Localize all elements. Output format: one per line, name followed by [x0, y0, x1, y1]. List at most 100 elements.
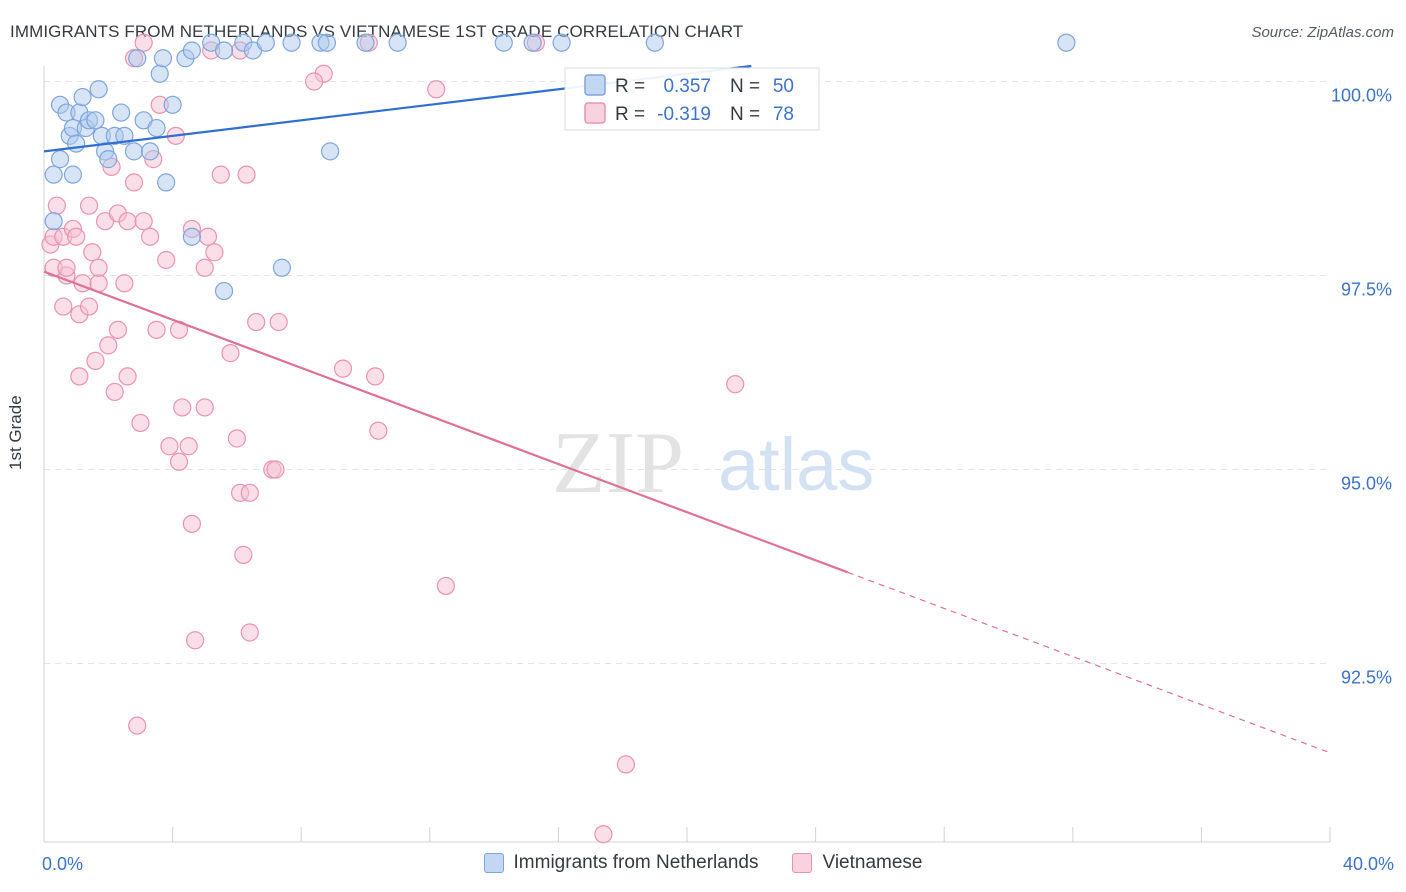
- legend-n-value: 78: [773, 104, 794, 125]
- netherlands-point: [124, 142, 144, 161]
- vietnamese-point: [186, 631, 205, 650]
- y-tick-label: 100.0%: [1331, 86, 1392, 106]
- vietnamese-point: [333, 359, 353, 378]
- vietnamese-point: [234, 545, 253, 564]
- netherlands-point: [99, 150, 118, 169]
- tick-labels: 92.5% 95.0% 97.5% 100.0% 0.0% 40.0%: [42, 86, 1394, 874]
- vietnamese-point: [436, 576, 455, 596]
- vietnamese-point: [366, 367, 385, 386]
- source-label: Source: ZipAtlas.com: [1251, 24, 1394, 41]
- vietnamese-trend-dashed: [847, 571, 1331, 754]
- netherlands-point: [282, 33, 301, 52]
- vietnamese-point: [240, 623, 259, 642]
- x-tick-label-min: 0.0%: [42, 854, 83, 874]
- netherlands-point: [214, 41, 234, 60]
- legend-swatch-pink: [792, 853, 813, 873]
- vietnamese-point: [47, 196, 66, 215]
- netherlands-point: [182, 41, 201, 60]
- vietnamese-point: [118, 212, 137, 231]
- netherlands-point: [147, 118, 166, 138]
- vietnamese-point: [79, 196, 99, 215]
- axes: [43, 66, 1331, 843]
- netherlands-point: [1057, 33, 1076, 52]
- vietnamese-point: [198, 227, 218, 246]
- vietnamese-point: [160, 437, 179, 456]
- netherlands-point: [256, 33, 275, 52]
- netherlands-point: [214, 281, 234, 301]
- netherlands-point: [272, 258, 292, 277]
- vietnamese-point: [157, 250, 176, 270]
- vietnamese-point: [99, 336, 118, 355]
- vietnamese-point: [169, 452, 189, 471]
- legend-r-label: R =: [615, 76, 645, 97]
- vietnamese-point: [134, 212, 153, 231]
- legend-n-value: 50: [773, 76, 794, 97]
- legend-item-netherlands: Immigrants from Netherlands: [483, 852, 759, 874]
- vietnamese-point: [173, 398, 192, 417]
- vietnamese-point: [124, 173, 144, 192]
- vietnamese-point: [108, 320, 128, 339]
- legend-n-label: N =: [730, 104, 760, 125]
- vietnamese-point: [726, 375, 745, 394]
- vietnamese-point: [86, 351, 105, 370]
- vietnamese-point: [147, 320, 166, 339]
- netherlands-point: [44, 165, 63, 184]
- netherlands-point: [388, 33, 407, 52]
- netherlands-point: [182, 227, 201, 246]
- netherlands-point: [321, 142, 340, 161]
- vietnamese-point: [369, 421, 388, 440]
- y-tick-label: 92.5%: [1341, 668, 1392, 688]
- legend-item-vietnamese: Vietnamese: [792, 852, 922, 874]
- y-axis-label: 1st Grade: [6, 395, 25, 470]
- vietnamese-point: [594, 825, 613, 844]
- vietnamese-point: [616, 755, 636, 774]
- netherlands-points: [44, 33, 1076, 301]
- netherlands-point: [50, 150, 70, 169]
- netherlands-point: [44, 212, 63, 231]
- vietnamese-point: [427, 80, 446, 99]
- netherlands-point: [163, 95, 182, 114]
- legend-r-label: R =: [615, 104, 645, 125]
- series-legend: Immigrants from Netherlands Vietnamese: [0, 852, 1406, 874]
- vietnamese-point: [115, 274, 134, 293]
- vietnamese-point: [221, 344, 240, 363]
- vietnamese-point: [182, 514, 201, 533]
- vietnamese-point: [237, 165, 256, 184]
- vietnamese-trend-solid: [43, 270, 849, 574]
- vietnamese-point: [304, 72, 324, 91]
- vietnamese-point: [70, 367, 89, 386]
- grid-lines: [44, 81, 1330, 665]
- netherlands-point: [112, 103, 131, 122]
- legend-swatch-netherlands: [584, 74, 606, 96]
- netherlands-point: [86, 111, 105, 130]
- vietnamese-point: [140, 227, 160, 246]
- netherlands-point: [356, 33, 375, 52]
- vietnamese-point: [195, 258, 214, 277]
- legend-label-netherlands: Immigrants from Netherlands: [513, 852, 759, 873]
- vietnamese-point: [131, 413, 150, 433]
- netherlands-point: [73, 87, 92, 107]
- vietnamese-point: [240, 483, 259, 502]
- netherlands-point: [63, 165, 83, 184]
- vietnamese-point: [54, 297, 73, 316]
- netherlands-point: [67, 134, 86, 153]
- vietnamese-point: [134, 33, 153, 52]
- legend-box: [564, 67, 820, 131]
- netherlands-point: [317, 33, 337, 52]
- netherlands-point: [645, 33, 664, 52]
- watermark-atlas: atlas: [718, 423, 874, 506]
- netherlands-point: [494, 33, 513, 52]
- legend-r-value: 0.357: [663, 76, 711, 97]
- vietnamese-point: [227, 429, 246, 448]
- vietnamese-point: [67, 227, 86, 246]
- vietnamese-point: [195, 398, 214, 417]
- trend-lines: [43, 64, 1331, 754]
- vietnamese-point: [247, 312, 266, 332]
- legend-n-label: N =: [730, 76, 760, 97]
- y-tick-label: 95.0%: [1341, 474, 1392, 494]
- legend-r-value: -0.319: [657, 104, 711, 125]
- netherlands-point: [140, 142, 160, 161]
- legend-swatch-vietnamese: [584, 102, 606, 124]
- vietnamese-point: [57, 258, 76, 277]
